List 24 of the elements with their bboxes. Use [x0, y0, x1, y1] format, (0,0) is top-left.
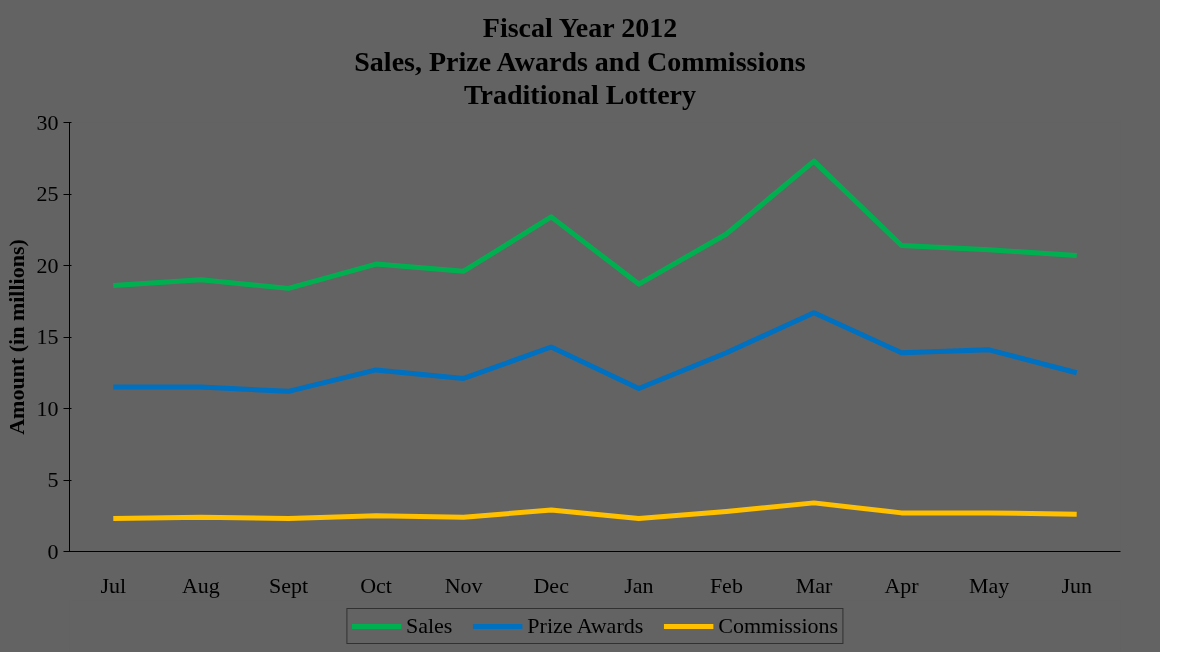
x-tick-label: Apr	[884, 572, 920, 598]
y-axis-title: Amount (in millions)	[3, 239, 29, 435]
legend-label: Prize Awards	[527, 613, 644, 639]
legend-label: Commissions	[718, 613, 839, 639]
legend-label: Sales	[405, 613, 453, 639]
x-tick-label: Oct	[360, 572, 392, 598]
y-tick-label: 30	[36, 109, 59, 135]
x-tick-label: Mar	[795, 572, 833, 598]
x-tick-label: Dec	[533, 572, 570, 598]
y-tick-label: 25	[36, 181, 59, 206]
x-tick-label: Nov	[444, 572, 483, 598]
x-tick-label: Jan	[624, 572, 654, 598]
y-tick-label: 20	[36, 252, 59, 278]
x-tick-label: Jun	[1061, 572, 1092, 598]
x-tick-label: May	[968, 572, 1010, 598]
x-tick-label: Sept	[268, 572, 309, 598]
x-tick-label: Feb	[709, 572, 743, 598]
chart-title: Fiscal Year 2012 Sales, Prize Awards and Commissions Traditional Lottery	[354, 11, 806, 112]
y-tick-label: 10	[36, 395, 59, 421]
x-tick-label: Jul	[100, 572, 127, 598]
y-tick-label: 15	[36, 324, 59, 349]
y-tick-label: 5	[47, 467, 59, 492]
x-tick-label: Aug	[181, 572, 220, 598]
y-tick-label: 0	[47, 538, 59, 564]
